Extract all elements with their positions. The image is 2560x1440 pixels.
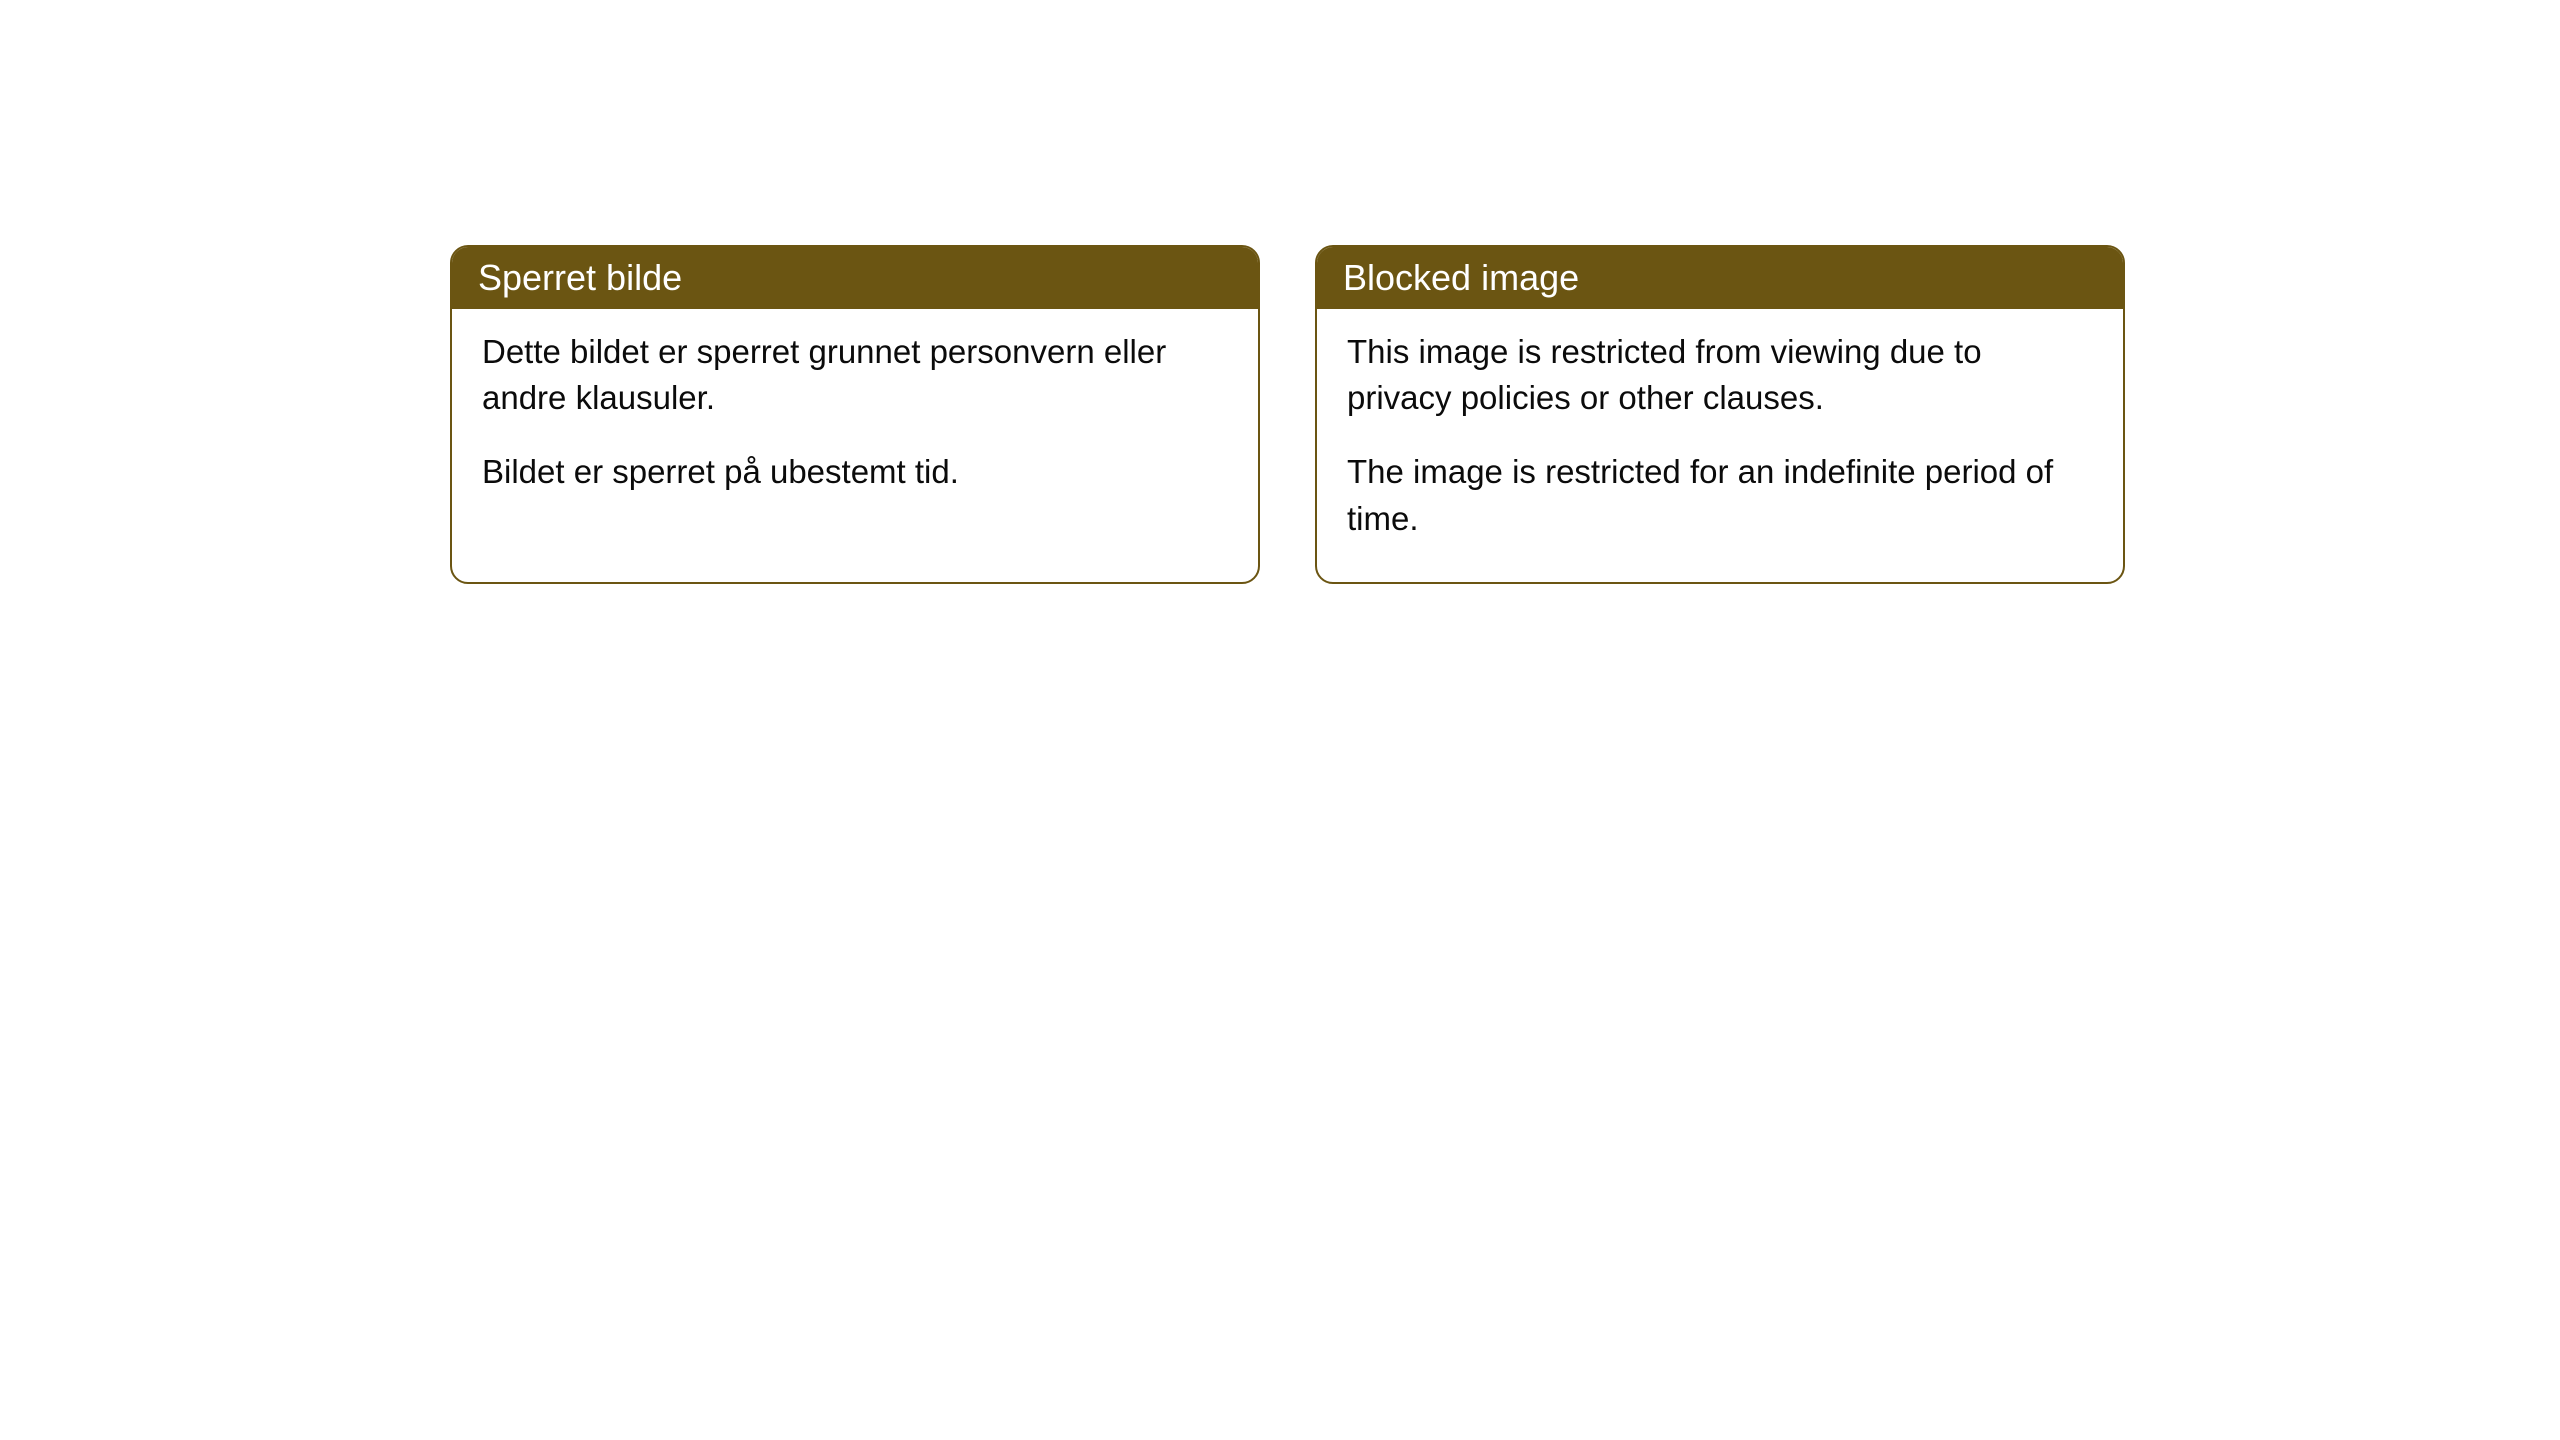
card-header: Sperret bilde — [452, 247, 1258, 309]
card-body-paragraph: Dette bildet er sperret grunnet personve… — [482, 329, 1228, 421]
notice-card-english: Blocked image This image is restricted f… — [1315, 245, 2125, 584]
card-body-paragraph: Bildet er sperret på ubestemt tid. — [482, 449, 1228, 495]
card-body: This image is restricted from viewing du… — [1317, 309, 2123, 582]
card-body-paragraph: The image is restricted for an indefinit… — [1347, 449, 2093, 541]
notice-card-norwegian: Sperret bilde Dette bildet er sperret gr… — [450, 245, 1260, 584]
card-body: Dette bildet er sperret grunnet personve… — [452, 309, 1258, 536]
card-header: Blocked image — [1317, 247, 2123, 309]
card-body-paragraph: This image is restricted from viewing du… — [1347, 329, 2093, 421]
card-header-title: Sperret bilde — [478, 257, 682, 298]
notice-cards-container: Sperret bilde Dette bildet er sperret gr… — [450, 245, 2125, 584]
card-header-title: Blocked image — [1343, 257, 1579, 298]
